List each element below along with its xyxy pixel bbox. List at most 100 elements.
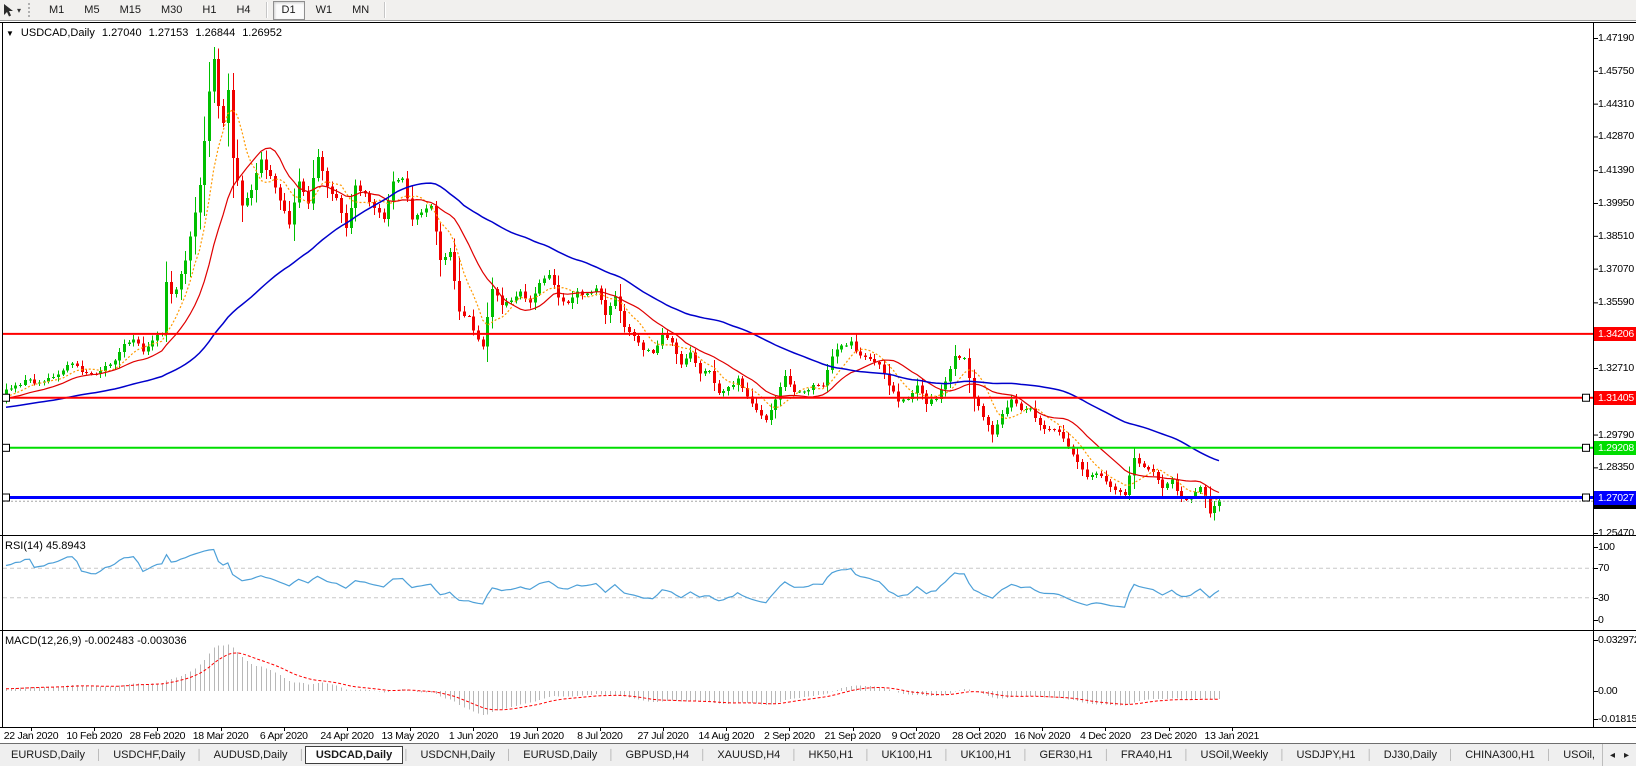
hline-handle[interactable] xyxy=(1582,493,1590,502)
tab-separator: │ xyxy=(1447,749,1455,761)
macd-scale-label: 0.00 xyxy=(1598,685,1618,697)
timeframe-button-w1[interactable]: W1 xyxy=(315,3,333,16)
hline-handle[interactable] xyxy=(2,393,10,402)
chart-tab-eurusd-daily[interactable]: EURUSD,Daily xyxy=(523,749,598,761)
cursor-icon xyxy=(4,3,13,16)
chart-tab-xauusd-h4[interactable]: XAUUSD,H4 xyxy=(717,749,781,761)
tab-separator: │ xyxy=(1366,749,1373,761)
price-axis-label: 1.41390 xyxy=(1598,164,1634,177)
chart-tab-eurusd-daily[interactable]: EURUSD,Daily xyxy=(11,749,85,761)
chart-tab-usdcad-daily[interactable]: USDCAD,Daily xyxy=(304,745,404,764)
tab-separator: │ xyxy=(700,749,707,761)
chart-tab-china300-h1[interactable]: CHINA300,H1 xyxy=(1465,749,1535,761)
rsi-label: RSI(14) 45.8943 xyxy=(5,540,86,552)
tab-separator: │ xyxy=(608,749,615,761)
tab-separator: │ xyxy=(791,749,798,761)
tab-scroll-left-icon[interactable]: ◂ xyxy=(1609,749,1615,761)
ma-slow-line[interactable] xyxy=(5,182,1220,462)
tab-separator: │ xyxy=(403,749,410,761)
tab-separator: │ xyxy=(298,749,305,761)
tab-separator: │ xyxy=(1103,749,1110,761)
rsi-scale-label: 0 xyxy=(1598,614,1604,626)
timeframe-button-mn[interactable]: MN xyxy=(352,3,370,16)
collapse-arrow-icon[interactable]: ▼ xyxy=(6,28,14,38)
timeframe-button-m15[interactable]: M15 xyxy=(119,3,141,16)
date-axis-label: 4 Dec 2020 xyxy=(1080,730,1131,742)
tab-separator: │ xyxy=(1279,749,1286,761)
chart-tab-ger30-h1[interactable]: GER30,H1 xyxy=(1039,749,1093,761)
tab-separator: │ xyxy=(506,749,513,761)
hline-price-tag[interactable]: 1.31405 xyxy=(1594,390,1636,405)
timeframe-toolbar: ▾ M1 M5 M15 M30 H1 H4 D1 W1 MN xyxy=(0,0,1636,21)
price-axis-label: 1.38510 xyxy=(1598,229,1634,242)
date-axis-label: 2 Sep 2020 xyxy=(764,730,815,742)
macd-scale-label: 0.032972 xyxy=(1598,634,1636,646)
ohlc-high: 1.27153 xyxy=(148,27,189,39)
ma-fast-line[interactable] xyxy=(5,108,1220,500)
chevron-down-icon[interactable]: ▾ xyxy=(17,5,22,15)
chart-tab-usdjpy-h1[interactable]: USDJPY,H1 xyxy=(1296,749,1356,761)
chart-tab-fra40-h1[interactable]: FRA40,H1 xyxy=(1120,749,1173,761)
hline-price-tag[interactable]: 1.29208 xyxy=(1594,440,1636,455)
date-axis-label: 21 Sep 2020 xyxy=(824,730,881,742)
candles-layer[interactable] xyxy=(5,47,1221,521)
tab-separator: │ xyxy=(943,749,950,761)
rsi-scale-label: 70 xyxy=(1598,562,1610,574)
macd-signal-line[interactable] xyxy=(5,652,1219,711)
price-axis-label: 1.47190 xyxy=(1598,32,1634,44)
chart-tab-bar: EURUSD,Daily │ USDCHF,Daily │ AUDUSD,Daily │ U… xyxy=(0,743,1636,766)
date-axis-label: 14 Aug 2020 xyxy=(698,730,755,742)
timeframe-button-h1[interactable]: H1 xyxy=(202,3,217,16)
chart-tab-audusd-daily[interactable]: AUDUSD,Daily xyxy=(213,749,288,761)
toolbar-separator xyxy=(265,2,267,18)
rsi-line[interactable] xyxy=(5,548,1220,608)
date-axis-label: 22 Jan 2020 xyxy=(3,730,59,742)
price-axis-label: 1.32710 xyxy=(1598,361,1634,374)
timeframe-button-m30[interactable]: M30 xyxy=(160,3,183,16)
hline-price-tag[interactable]: 1.34206 xyxy=(1594,326,1636,341)
date-axis-label: 24 Apr 2020 xyxy=(320,730,374,742)
timeframe-button-d1[interactable]: D1 xyxy=(272,0,305,20)
chart-tab-usoil-weekly[interactable]: USOil,Weekly xyxy=(1200,749,1269,761)
hline-handle[interactable] xyxy=(1582,393,1590,402)
symbol-period-label: USDCAD,Daily xyxy=(20,27,95,39)
price-axis-label: 1.42870 xyxy=(1598,130,1634,143)
chart-tab-dj30-daily[interactable]: DJ30,Daily xyxy=(1383,749,1437,761)
date-axis-label: 9 Oct 2020 xyxy=(891,730,941,742)
date-axis-label: 28 Oct 2020 xyxy=(952,730,1006,742)
chart-tab-usdcnh-daily[interactable]: USDCNH,Daily xyxy=(420,749,496,761)
ma-mid-line[interactable] xyxy=(5,147,1220,494)
timeframe-button-h4[interactable]: H4 xyxy=(236,3,251,16)
tab-scroll-right-icon[interactable]: ▸ xyxy=(1623,749,1629,761)
chart-plot-area[interactable] xyxy=(0,0,1636,743)
tab-separator: │ xyxy=(196,749,203,761)
chart-tab-hk50-h1[interactable]: HK50,H1 xyxy=(808,749,854,761)
date-axis-label: 27 Jul 2020 xyxy=(637,730,689,742)
hline-handle[interactable] xyxy=(1582,443,1590,452)
chart-tab-gbpusd-h4[interactable]: GBPUSD,H4 xyxy=(625,749,690,761)
macd-label: MACD(12,26,9) -0.002483 -0.003036 xyxy=(5,635,187,647)
hline-handle[interactable] xyxy=(2,443,10,452)
date-axis-label: 10 Feb 2020 xyxy=(66,730,123,742)
chart-cursor-tool[interactable]: ▾ xyxy=(0,3,24,17)
timeframe-button-m5[interactable]: M5 xyxy=(84,3,100,16)
tab-separator: │ xyxy=(864,749,871,761)
rsi-scale-label: 100 xyxy=(1598,541,1615,553)
price-axis-label: 1.28350 xyxy=(1598,461,1634,474)
timeframe-button-m1[interactable]: M1 xyxy=(49,3,65,16)
chart-tab-uk100-h1[interactable]: UK100,H1 xyxy=(960,749,1012,761)
price-axis-label: 1.45750 xyxy=(1598,64,1634,77)
date-axis-label: 8 Jul 2020 xyxy=(577,730,623,742)
ohlc-low: 1.26844 xyxy=(195,27,236,39)
date-axis-label: 23 Dec 2020 xyxy=(1140,730,1197,742)
toolbar-grip[interactable] xyxy=(28,3,33,17)
chart-tab-usdchf-daily[interactable]: USDCHF,Daily xyxy=(113,749,186,761)
date-axis-label: 18 Mar 2020 xyxy=(192,730,249,742)
tab-separator: │ xyxy=(1022,749,1029,761)
hline-price-tag[interactable]: 1.27027 xyxy=(1594,490,1636,505)
chart-tab-uk100-h1[interactable]: UK100,H1 xyxy=(881,749,933,761)
chart-tab-usoil-[interactable]: USOil, xyxy=(1563,749,1595,761)
date-axis-label: 13 Jan 2021 xyxy=(1204,730,1260,742)
hline-handle[interactable] xyxy=(2,493,10,502)
macd-histogram[interactable] xyxy=(6,644,1220,716)
